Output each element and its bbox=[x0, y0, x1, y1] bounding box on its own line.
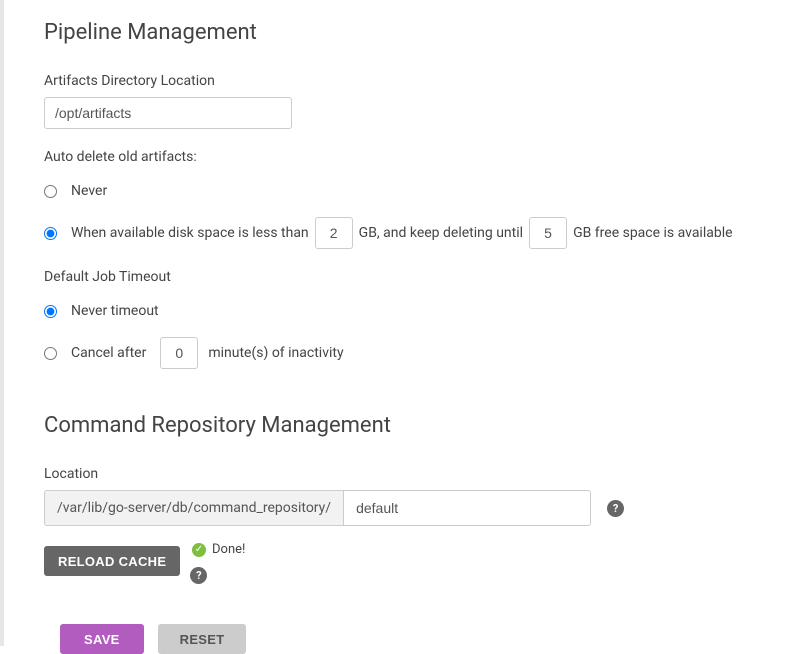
timeout-cancel-row: Cancel after minute(s) of inactivity bbox=[44, 337, 764, 369]
auto-delete-when-prefix: When available disk space is less than bbox=[71, 225, 309, 241]
repo-section: Command Repository Management Location /… bbox=[44, 413, 764, 576]
pipeline-title: Pipeline Management bbox=[44, 20, 764, 45]
timeout-label: Default Job Timeout bbox=[44, 269, 764, 285]
location-input[interactable] bbox=[344, 491, 590, 525]
help-icon[interactable]: ? bbox=[607, 500, 624, 517]
pipeline-section: Pipeline Management Artifacts Directory … bbox=[44, 20, 764, 369]
reset-button[interactable]: RESET bbox=[158, 624, 247, 654]
footer-buttons: SAVE RESET bbox=[60, 624, 764, 654]
timeout-never-row: Never timeout bbox=[44, 295, 764, 327]
location-field: Location /var/lib/go-server/db/command_r… bbox=[44, 466, 764, 526]
auto-delete-when-radio[interactable] bbox=[44, 227, 57, 240]
timeout-cancel-radio[interactable] bbox=[44, 347, 57, 360]
save-button[interactable]: SAVE bbox=[60, 624, 144, 654]
timeout-group: Default Job Timeout Never timeout Cancel… bbox=[44, 269, 764, 369]
timeout-never-label: Never timeout bbox=[71, 303, 159, 319]
done-label: Done! bbox=[212, 542, 245, 557]
artifacts-field: Artifacts Directory Location bbox=[44, 73, 764, 129]
auto-delete-when-row: When available disk space is less than G… bbox=[44, 217, 764, 249]
auto-delete-high-input[interactable] bbox=[529, 217, 567, 249]
timeout-cancel-prefix: Cancel after bbox=[71, 345, 146, 361]
auto-delete-never-label: Never bbox=[71, 183, 107, 199]
location-prefix: /var/lib/go-server/db/command_repository… bbox=[45, 491, 344, 525]
timeout-value-input[interactable] bbox=[160, 337, 198, 369]
timeout-never-radio[interactable] bbox=[44, 305, 57, 318]
reload-row: ✓ Done! RELOAD CACHE ? bbox=[44, 546, 764, 576]
location-row: /var/lib/go-server/db/command_repository… bbox=[44, 490, 764, 526]
auto-delete-gb1: GB, and keep deleting until bbox=[359, 225, 523, 241]
reload-cache-button[interactable]: RELOAD CACHE bbox=[44, 546, 180, 576]
done-status: ✓ Done! bbox=[192, 542, 245, 557]
artifacts-label: Artifacts Directory Location bbox=[44, 73, 764, 89]
location-prefix-box: /var/lib/go-server/db/command_repository… bbox=[44, 490, 591, 526]
auto-delete-never-row: Never bbox=[44, 175, 764, 207]
auto-delete-low-input[interactable] bbox=[315, 217, 353, 249]
artifacts-input[interactable] bbox=[44, 97, 292, 129]
auto-delete-group: Auto delete old artifacts: Never When av… bbox=[44, 149, 764, 249]
auto-delete-label: Auto delete old artifacts: bbox=[44, 149, 764, 165]
auto-delete-never-radio[interactable] bbox=[44, 185, 57, 198]
location-label: Location bbox=[44, 466, 764, 482]
help-icon[interactable]: ? bbox=[190, 567, 207, 584]
timeout-cancel-suffix: minute(s) of inactivity bbox=[208, 345, 343, 361]
auto-delete-gb2: GB free space is available bbox=[573, 225, 732, 241]
check-icon: ✓ bbox=[192, 543, 206, 557]
repo-title: Command Repository Management bbox=[44, 413, 764, 438]
